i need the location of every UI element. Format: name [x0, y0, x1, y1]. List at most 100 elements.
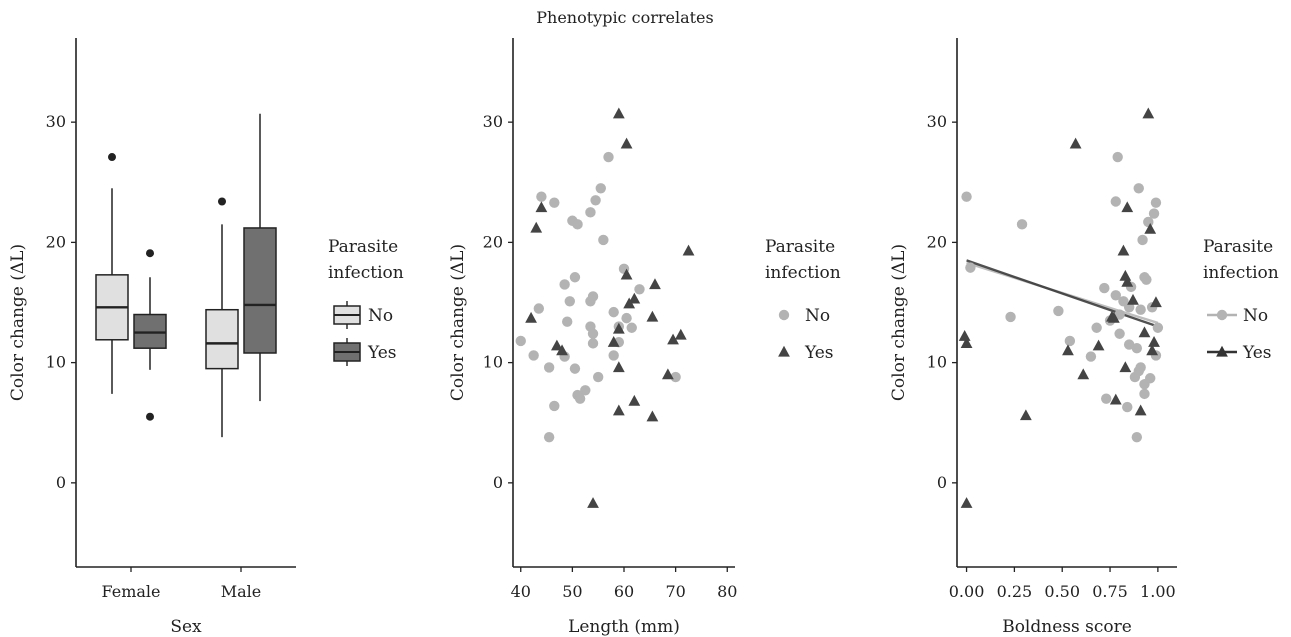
y-tick-label: 20 — [927, 232, 947, 251]
point-no — [634, 284, 645, 295]
legend-title-line-2: infection — [765, 263, 841, 283]
box-outlier — [146, 249, 154, 258]
point-no — [1152, 322, 1164, 333]
point-yes — [550, 339, 563, 351]
point-no — [533, 303, 545, 314]
point-no — [587, 338, 599, 349]
x-tick-label: 40 — [511, 582, 531, 601]
point-no — [1064, 335, 1076, 347]
point-no — [1053, 305, 1064, 317]
y-tick-label: 10 — [483, 353, 503, 372]
point-yes — [612, 322, 625, 334]
point-no — [1110, 290, 1121, 301]
point-no — [585, 207, 596, 218]
point-yes — [1134, 404, 1147, 416]
x-axis-title: Boldness score — [1002, 617, 1132, 637]
point-yes — [1121, 201, 1134, 213]
y-tick-label: 0 — [937, 473, 947, 492]
point-yes — [1150, 296, 1162, 308]
point-no — [587, 291, 599, 302]
x-tick-label: 70 — [665, 582, 685, 601]
point-yes — [1077, 368, 1090, 380]
y-tick-label: 30 — [46, 112, 66, 131]
point-yes — [612, 107, 625, 119]
point-no — [598, 234, 609, 246]
y-tick-label: 30 — [927, 112, 947, 131]
legend-label-no: No — [1243, 306, 1268, 326]
point-yes — [1146, 344, 1159, 356]
point-no — [1005, 311, 1016, 323]
point-no — [515, 335, 526, 347]
point-no — [1150, 197, 1162, 208]
legend-label-yes: Yes — [804, 343, 834, 363]
legend-label-no: No — [805, 306, 830, 326]
point-yes — [620, 137, 633, 149]
point-no — [1135, 362, 1146, 373]
point-yes — [674, 328, 687, 340]
box-outlier — [146, 412, 154, 421]
point-no — [1131, 431, 1143, 443]
point-no — [528, 350, 539, 361]
x-tick-label: 1.00 — [1140, 582, 1176, 601]
x-tick-label: 80 — [717, 582, 737, 601]
point-no — [569, 363, 581, 374]
point-no — [543, 431, 555, 443]
point-no — [1143, 216, 1154, 228]
point-no — [595, 183, 606, 194]
point-no — [564, 296, 575, 307]
point-yes — [1142, 107, 1155, 119]
point-no — [574, 393, 586, 404]
point-yes — [1119, 269, 1132, 281]
point-no — [626, 322, 637, 333]
box-no-male — [205, 308, 239, 370]
point-yes — [587, 497, 599, 508]
point-no — [608, 306, 619, 318]
legend-title-line-1: Parasite — [328, 237, 398, 257]
legend: Parasite infection No Yes — [1203, 237, 1279, 363]
legend-label-yes: Yes — [1242, 343, 1272, 363]
point-no — [1099, 282, 1110, 294]
point-yes — [958, 329, 971, 341]
legend-key-circle — [778, 309, 790, 321]
point-no — [543, 362, 555, 373]
x-axis-title: Length (mm) — [568, 617, 680, 637]
point-yes — [646, 410, 659, 422]
legend-label-no: No — [368, 306, 393, 326]
y-tick-label: 10 — [46, 353, 66, 372]
point-yes — [1121, 275, 1134, 287]
y-axis-title: Color change (ΔL) — [889, 244, 909, 401]
legend-title-line-2: infection — [328, 263, 404, 283]
point-yes — [1019, 409, 1032, 421]
x-tick-label: 50 — [562, 582, 582, 601]
legend-label-yes: Yes — [367, 343, 397, 363]
length-scatter-panel: 0 10 20 30 Color change (ΔL) Length (mm) 40 50 6… — [448, 38, 841, 637]
point-no — [592, 371, 604, 383]
point-no — [1110, 196, 1121, 207]
point-yes — [556, 344, 568, 356]
box-outlier — [218, 197, 226, 206]
x-tick-label: 0.25 — [997, 582, 1033, 601]
point-no — [1112, 151, 1123, 163]
point-no — [1101, 393, 1112, 404]
point-yes — [628, 292, 641, 304]
legend-title-line-1: Parasite — [1203, 237, 1273, 257]
point-no — [580, 385, 591, 396]
point-no — [590, 195, 601, 206]
point-no — [1114, 309, 1125, 320]
boldness-scatter-panel: 0 10 20 30 Color change (ΔL) Boldness score 0.… — [889, 38, 1279, 637]
point-no — [569, 272, 581, 283]
point-yes — [960, 337, 973, 349]
point-no — [1137, 234, 1148, 246]
point-yes — [1109, 393, 1122, 405]
trend-line-yes — [966, 259, 1159, 328]
legend-key-triangle — [1216, 345, 1228, 357]
box-yes-male — [243, 227, 277, 354]
point-no — [965, 262, 976, 273]
point-yes — [682, 244, 695, 256]
point-yes — [628, 394, 641, 406]
point-no — [1091, 322, 1102, 333]
point-yes — [1107, 311, 1120, 323]
point-no — [1131, 342, 1143, 354]
point-no — [549, 197, 560, 208]
